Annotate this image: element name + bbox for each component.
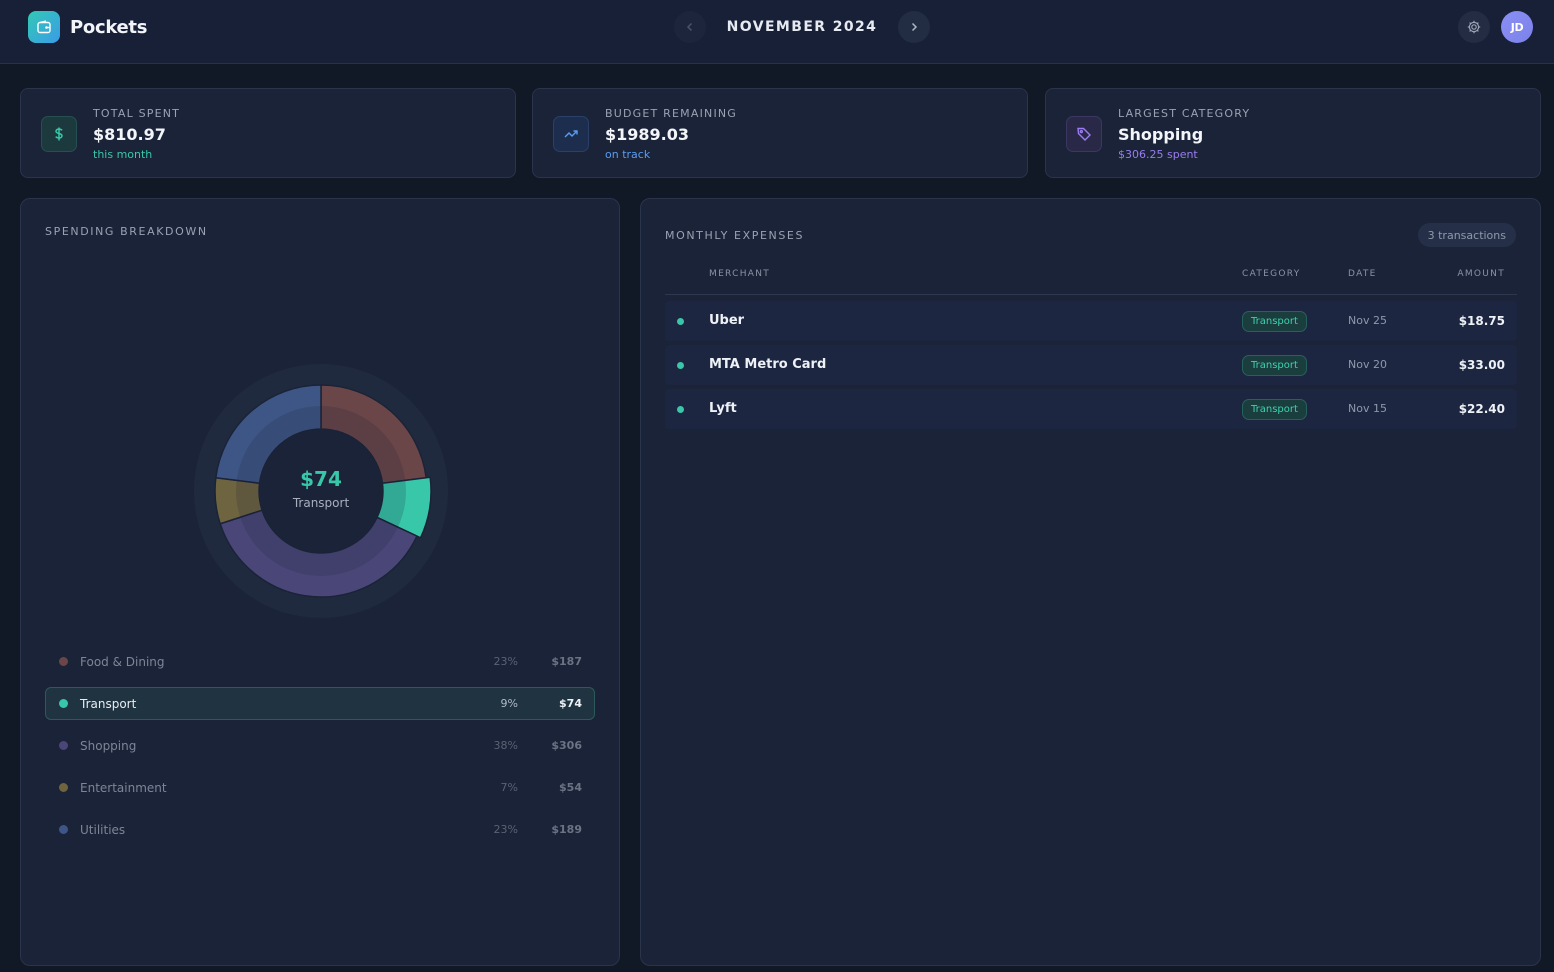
monthly-expenses-panel: MONTHLY EXPENSES 3 transactions MERCHANT…: [640, 198, 1541, 966]
transaction-count-badge: 3 transactions: [1417, 223, 1516, 247]
legend-percent: 23%: [493, 823, 518, 836]
legend-item-transport[interactable]: Transport 9% $74: [45, 687, 595, 720]
current-month-label: NOVEMBER 2024: [726, 19, 878, 35]
spending-breakdown-panel: SPENDING BREAKDOWN $74 Transport Food & …: [20, 198, 620, 966]
legend-item-shopping[interactable]: Shopping 38% $306: [45, 729, 595, 762]
category-dot: [677, 406, 684, 413]
panel-title: MONTHLY EXPENSES: [665, 229, 805, 242]
previous-month-button[interactable]: [674, 11, 706, 43]
legend-percent: 23%: [493, 655, 518, 668]
merchant-name: Uber: [709, 313, 745, 328]
chevron-left-icon: [686, 22, 693, 32]
expenses-table: MERCHANT CATEGORY DATE AMOUNT Uber Trans…: [665, 261, 1517, 429]
legend-name: Entertainment: [80, 780, 167, 795]
legend-amount: $74: [559, 697, 582, 710]
legend-item-utilities[interactable]: Utilities 23% $189: [45, 813, 595, 846]
stat-label: TOTAL SPENT: [93, 107, 181, 120]
category-dot: [677, 318, 684, 325]
total-spent-card: TOTAL SPENT $810.97 this month: [20, 88, 516, 178]
app-name: Pockets: [70, 16, 148, 38]
largest-category-card: LARGEST CATEGORY Shopping $306.25 spent: [1045, 88, 1541, 178]
table-row[interactable]: Uber Transport Nov 25 $18.75: [665, 301, 1517, 341]
legend-item-entertainment[interactable]: Entertainment 7% $54: [45, 771, 595, 804]
trending-up-icon: [553, 116, 589, 152]
gear-icon: [1467, 20, 1481, 34]
wallet-icon: [28, 11, 60, 43]
dollar-icon: [41, 116, 77, 152]
category-legend: Food & Dining 23% $187 Transport 9% $74 …: [45, 645, 595, 855]
column-header-amount[interactable]: AMOUNT: [1457, 269, 1505, 279]
stat-label: LARGEST CATEGORY: [1118, 107, 1251, 120]
donut-hole: [259, 429, 383, 553]
category-badge: Transport: [1242, 355, 1307, 376]
category-badge: Transport: [1242, 399, 1307, 420]
legend-amount: $187: [551, 655, 582, 668]
legend-dot: [59, 825, 68, 834]
legend-amount: $189: [551, 823, 582, 836]
transaction-date: Nov 25: [1348, 314, 1387, 327]
budget-remaining-text: BUDGET REMAINING $1989.03 on track: [605, 107, 737, 161]
total-spent-text: TOTAL SPENT $810.97 this month: [93, 107, 180, 161]
legend-dot: [59, 741, 68, 750]
legend-percent: 7%: [500, 781, 518, 794]
brand[interactable]: Pockets: [28, 11, 147, 43]
column-header-date[interactable]: DATE: [1348, 269, 1377, 279]
transaction-amount: $22.40: [1458, 402, 1505, 416]
transaction-amount: $18.75: [1458, 314, 1505, 328]
donut-center-amount: $74: [300, 467, 342, 491]
column-header-merchant[interactable]: MERCHANT: [709, 269, 771, 279]
stat-label: BUDGET REMAINING: [605, 107, 738, 120]
table-row[interactable]: MTA Metro Card Transport Nov 20 $33.00: [665, 345, 1517, 385]
category-dot: [677, 362, 684, 369]
settings-button[interactable]: [1458, 11, 1490, 43]
top-bar: Pockets NOVEMBER 2024 JD: [0, 0, 1554, 64]
top-actions: JD: [1458, 11, 1533, 43]
legend-name: Transport: [80, 696, 137, 711]
category-badge: Transport: [1242, 311, 1307, 332]
tag-icon: [1066, 116, 1102, 152]
legend-dot: [59, 783, 68, 792]
donut-center-label: Transport: [292, 496, 350, 510]
stat-value: Shopping: [1118, 125, 1204, 144]
legend-dot: [59, 657, 68, 666]
panel-title: SPENDING BREAKDOWN: [45, 225, 208, 238]
table-header: MERCHANT CATEGORY DATE AMOUNT: [665, 261, 1517, 295]
column-header-category[interactable]: CATEGORY: [1242, 269, 1301, 279]
budget-remaining-card: BUDGET REMAINING $1989.03 on track: [532, 88, 1028, 178]
legend-item-food-dining[interactable]: Food & Dining 23% $187: [45, 645, 595, 678]
legend-percent: 9%: [500, 697, 518, 710]
merchant-name: MTA Metro Card: [709, 357, 827, 372]
month-navigator: NOVEMBER 2024: [674, 11, 930, 43]
transaction-date: Nov 20: [1348, 358, 1387, 371]
stat-value: $1989.03: [605, 125, 690, 144]
legend-name: Food & Dining: [80, 654, 165, 669]
legend-name: Shopping: [80, 738, 137, 753]
user-avatar[interactable]: JD: [1501, 11, 1533, 43]
largest-category-text: LARGEST CATEGORY Shopping $306.25 spent: [1118, 107, 1250, 161]
table-row[interactable]: Lyft Transport Nov 15 $22.40: [665, 389, 1517, 429]
legend-amount: $306: [551, 739, 582, 752]
next-month-button[interactable]: [898, 11, 930, 43]
legend-dot: [59, 699, 68, 708]
legend-percent: 38%: [493, 739, 518, 752]
donut-center: $74 Transport: [193, 467, 449, 510]
chevron-right-icon: [911, 22, 918, 32]
transaction-date: Nov 15: [1348, 402, 1387, 415]
donut-inner-band: [236, 406, 406, 576]
stat-subtext: this month: [93, 148, 153, 161]
stat-value: $810.97: [93, 125, 166, 144]
donut-svg: [194, 364, 448, 618]
merchant-name: Lyft: [709, 401, 737, 416]
transaction-amount: $33.00: [1458, 358, 1505, 372]
legend-amount: $54: [559, 781, 582, 794]
donut-chart: $74 Transport: [193, 363, 449, 619]
stat-subtext: on track: [605, 148, 651, 161]
legend-name: Utilities: [80, 822, 126, 837]
stat-subtext: $306.25 spent: [1118, 148, 1198, 161]
